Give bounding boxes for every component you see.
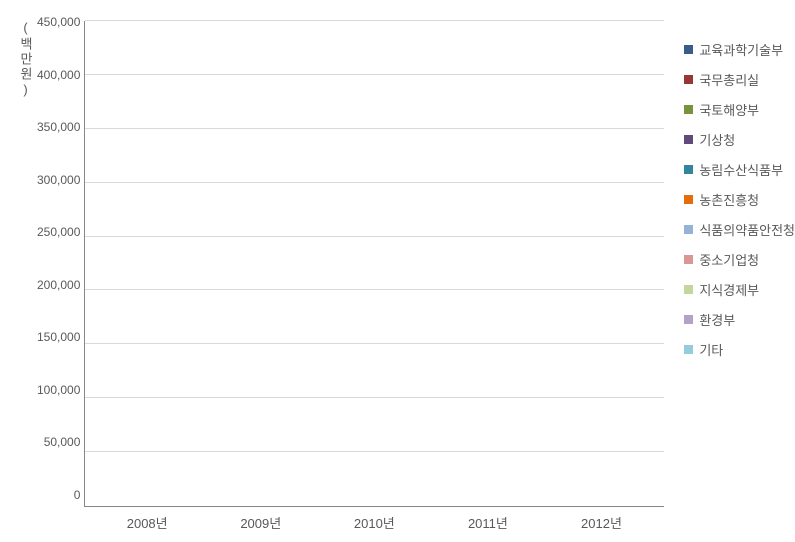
legend-swatch bbox=[684, 195, 693, 204]
legend: 교육과학기술부국무총리실국토해양부기상청농림수산식품부농촌진흥청식품의약품안전청… bbox=[664, 10, 795, 532]
legend-swatch bbox=[684, 225, 693, 234]
legend-swatch bbox=[684, 75, 693, 84]
legend-swatch bbox=[684, 105, 693, 114]
x-tick-label: 2008년 bbox=[90, 513, 204, 532]
y-tick-label: 300,000 bbox=[37, 173, 80, 187]
x-tick-label: 2011년 bbox=[431, 513, 545, 532]
y-tick-label: 450,000 bbox=[37, 15, 80, 29]
legend-item: 농림수산식품부 bbox=[684, 160, 795, 179]
bar-groups bbox=[85, 21, 664, 506]
legend-label: 농촌진흥청 bbox=[699, 190, 759, 209]
legend-label: 식품의약품안전청 bbox=[699, 220, 795, 239]
plot-and-x: 2008년2009년2010년2011년2012년 bbox=[84, 10, 664, 532]
y-tick-label: 50,000 bbox=[44, 435, 81, 449]
legend-label: 교육과학기술부 bbox=[699, 40, 783, 59]
x-tick-label: 2012년 bbox=[545, 513, 659, 532]
legend-item: 지식경제부 bbox=[684, 280, 795, 299]
chart-container: (백만원) 450,000 400,000 350,000 300,000 250,00… bbox=[10, 10, 795, 532]
y-tick-label: 100,000 bbox=[37, 383, 80, 397]
legend-item: 교육과학기술부 bbox=[684, 40, 795, 59]
y-tick-label: 0 bbox=[74, 488, 81, 502]
y-tick-label: 150,000 bbox=[37, 330, 80, 344]
legend-item: 국토해양부 bbox=[684, 100, 795, 119]
legend-swatch bbox=[684, 45, 693, 54]
legend-item: 농촌진흥청 bbox=[684, 190, 795, 209]
legend-item: 기상청 bbox=[684, 130, 795, 149]
y-tick-label: 350,000 bbox=[37, 120, 80, 134]
legend-label: 농림수산식품부 bbox=[699, 160, 783, 179]
legend-item: 기타 bbox=[684, 340, 795, 359]
y-tick-label: 200,000 bbox=[37, 278, 80, 292]
legend-item: 중소기업청 bbox=[684, 250, 795, 269]
legend-label: 국무총리실 bbox=[699, 70, 759, 89]
plot-area bbox=[84, 21, 664, 507]
legend-item: 식품의약품안전청 bbox=[684, 220, 795, 239]
y-axis-title: (백만원) bbox=[10, 10, 37, 532]
y-axis: 450,000 400,000 350,000 300,000 250,000 200,0… bbox=[37, 10, 84, 532]
y-tick-label: 400,000 bbox=[37, 68, 80, 82]
x-tick-label: 2010년 bbox=[318, 513, 432, 532]
legend-item: 국무총리실 bbox=[684, 70, 795, 89]
legend-swatch bbox=[684, 255, 693, 264]
legend-label: 기타 bbox=[699, 340, 723, 359]
legend-swatch bbox=[684, 345, 693, 354]
y-tick-label: 250,000 bbox=[37, 225, 80, 239]
x-tick-label: 2009년 bbox=[204, 513, 318, 532]
x-axis: 2008년2009년2010년2011년2012년 bbox=[84, 507, 664, 532]
legend-swatch bbox=[684, 315, 693, 324]
legend-swatch bbox=[684, 135, 693, 144]
legend-label: 지식경제부 bbox=[699, 280, 759, 299]
legend-label: 중소기업청 bbox=[699, 250, 759, 269]
legend-label: 기상청 bbox=[699, 130, 735, 149]
legend-swatch bbox=[684, 165, 693, 174]
legend-label: 환경부 bbox=[699, 310, 735, 329]
legend-label: 국토해양부 bbox=[699, 100, 759, 119]
legend-item: 환경부 bbox=[684, 310, 795, 329]
legend-swatch bbox=[684, 285, 693, 294]
